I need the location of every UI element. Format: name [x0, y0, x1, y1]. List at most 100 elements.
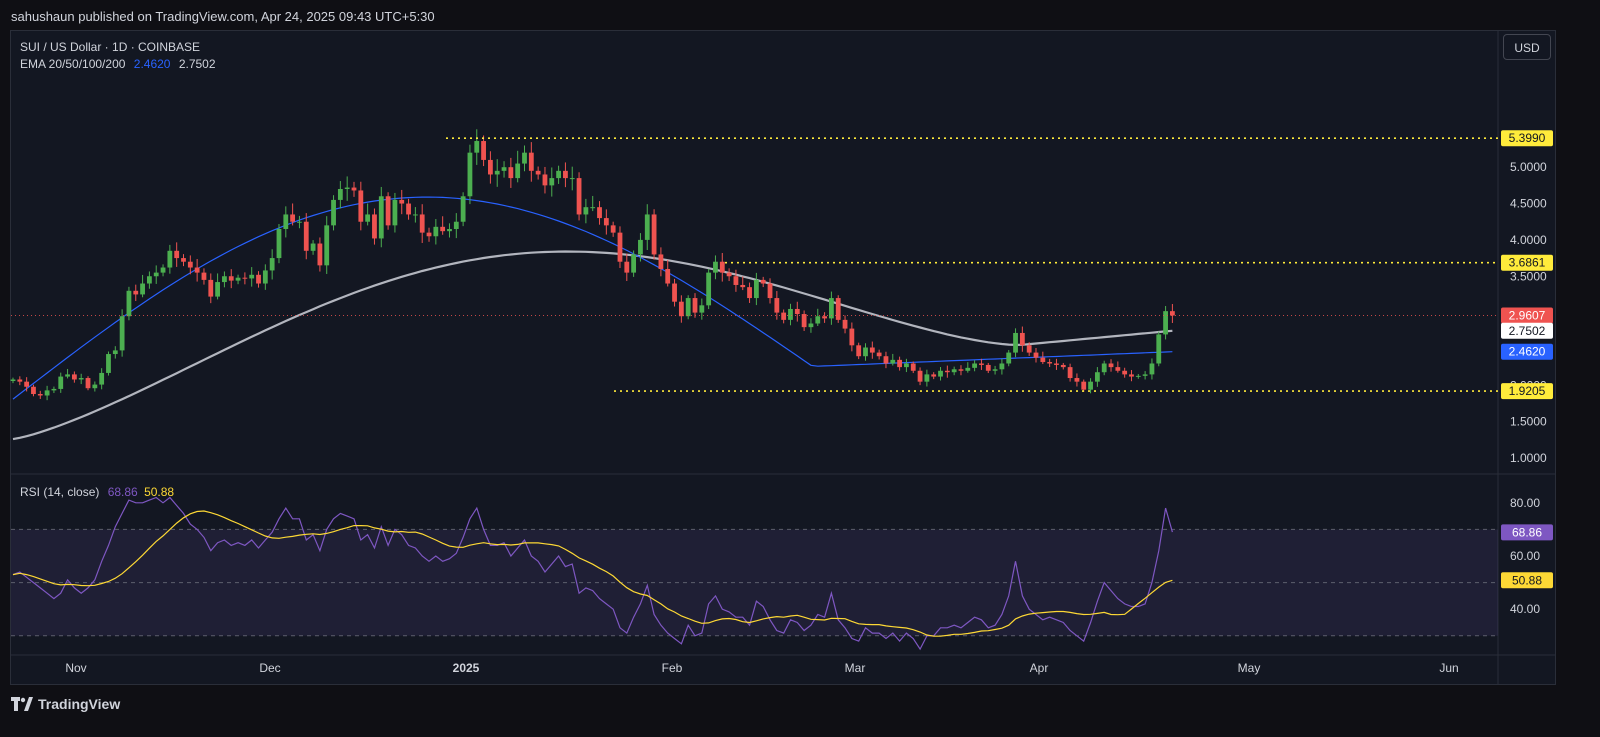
candle-body [112, 350, 118, 355]
candle-body [1013, 332, 1018, 353]
candle-body [638, 239, 643, 255]
candle-body [603, 218, 609, 226]
level-price-label-bg [1501, 254, 1553, 271]
candle-body [522, 152, 527, 164]
candle-body [310, 243, 316, 251]
ema200-price-label: 2.7502 [1509, 324, 1546, 338]
candle-body [297, 221, 302, 223]
candle-body [85, 378, 91, 389]
rsi-ma-value-label-bg [1501, 572, 1553, 589]
candle-body [644, 214, 650, 240]
candle-body [944, 370, 950, 373]
candle-body [1026, 345, 1032, 353]
last-price-label-bg [1501, 307, 1553, 324]
candle-body [1006, 352, 1012, 364]
candle-body [631, 254, 637, 273]
candle-body [760, 279, 766, 284]
candle-body [392, 199, 398, 226]
candle-body [972, 363, 978, 368]
tradingview-logo[interactable]: TradingView [11, 696, 120, 712]
candle-body [1101, 363, 1107, 373]
candle-body [904, 363, 909, 368]
candle-body [740, 284, 746, 288]
candle-body [1163, 311, 1168, 335]
ema50-price-label: 2.4620 [1509, 345, 1546, 359]
candle-body [665, 268, 671, 284]
candle-body [576, 178, 582, 215]
ema-legend: EMA 20/50/100/200 2.4620 2.7502 [20, 57, 216, 71]
candle-body [153, 272, 159, 277]
candle-body [37, 394, 43, 396]
rsi-value-label-bg [1501, 524, 1553, 541]
top-bar: sahushaun published on TradingView.com, … [0, 0, 1600, 30]
candle-body [399, 199, 405, 204]
candle-body [597, 207, 602, 219]
candle-body [685, 298, 691, 317]
time-tick-label: Nov [65, 661, 86, 675]
time-tick-label: Feb [662, 661, 683, 675]
candle-body [358, 190, 364, 222]
candle-body [774, 298, 780, 313]
candle-body [372, 214, 377, 239]
candle-body [883, 356, 889, 364]
ema200-price-label-bg [1501, 322, 1553, 339]
candle-body [1054, 363, 1059, 365]
candle-body [426, 232, 432, 237]
candle-body [1033, 352, 1039, 358]
candle-body [256, 274, 261, 284]
candle-body [951, 369, 957, 373]
candle-body [733, 276, 739, 285]
candle-body [406, 203, 411, 215]
candle-body [65, 374, 70, 377]
level-price-label-bg [1501, 130, 1553, 147]
time-tick-label: May [1238, 661, 1261, 675]
candle-body [119, 316, 125, 351]
candle-body [583, 207, 589, 215]
price-tick-label: 4.0000 [1510, 233, 1547, 247]
price-tick-label: 5.0000 [1510, 160, 1547, 174]
rsi-ma-line [12, 510, 1173, 637]
rsi-label: RSI (14, close) [20, 485, 100, 499]
candle-body [829, 298, 834, 319]
symbol-legend: SUI / US Dollar · 1D · COINBASE [20, 40, 200, 54]
candle-body [624, 261, 630, 273]
candle-body [447, 228, 452, 232]
candle-body [856, 345, 862, 357]
candle-body [788, 308, 793, 320]
candle-body [106, 354, 111, 373]
candle-body [433, 226, 439, 237]
rsi-ma-value-label: 50.88 [1512, 573, 1542, 587]
candle-body [1019, 332, 1025, 346]
candle-body [1149, 363, 1155, 375]
rsi-value-label: 68.86 [1512, 525, 1542, 539]
tradingview-brand: TradingView [38, 696, 121, 712]
candle-body [249, 274, 255, 279]
candle-body [753, 279, 759, 299]
candle-body [556, 170, 561, 179]
candle-body [1040, 357, 1046, 363]
rsi-line [12, 496, 1173, 651]
candle-body [181, 258, 186, 262]
candle-body [917, 370, 923, 382]
candle-body [1170, 311, 1175, 316]
ema-50-line [12, 196, 1173, 400]
ema50-price-label-bg [1501, 343, 1553, 360]
candle-body [51, 388, 57, 391]
candle-body [985, 364, 991, 371]
candle-body [222, 276, 227, 283]
time-tick-label: 2025 [453, 661, 480, 675]
rsi-pane-bg [11, 475, 1498, 655]
candle-body [699, 305, 705, 313]
candle-body [706, 272, 712, 306]
last-price-label: 2.9607 [1509, 308, 1546, 322]
currency-button[interactable]: USD [1503, 34, 1551, 60]
candle-body [528, 152, 534, 171]
time-tick-label: Mar [845, 661, 866, 675]
candle-body [931, 374, 937, 377]
candle-body [365, 214, 371, 222]
candle-body [1094, 372, 1100, 382]
candle-body [692, 298, 698, 313]
candle-body [276, 228, 282, 259]
candle-body [890, 359, 896, 364]
